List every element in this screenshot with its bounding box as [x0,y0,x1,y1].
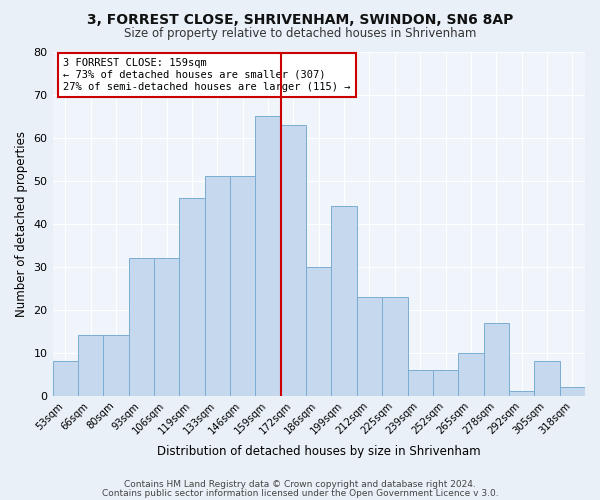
Bar [509,392,534,396]
Bar [331,206,357,396]
Bar [458,352,484,396]
Bar [484,322,509,396]
Text: Contains HM Land Registry data © Crown copyright and database right 2024.: Contains HM Land Registry data © Crown c… [124,480,476,489]
Text: Size of property relative to detached houses in Shrivenham: Size of property relative to detached ho… [124,28,476,40]
Text: 3 FORREST CLOSE: 159sqm
← 73% of detached houses are smaller (307)
27% of semi-d: 3 FORREST CLOSE: 159sqm ← 73% of detache… [63,58,350,92]
Bar [357,296,382,396]
Bar [78,336,103,396]
Bar [230,176,256,396]
Bar [205,176,230,396]
Bar [128,258,154,396]
Bar [407,370,433,396]
Y-axis label: Number of detached properties: Number of detached properties [15,130,28,316]
Bar [179,198,205,396]
Bar [103,336,128,396]
Bar [53,362,78,396]
Bar [306,266,331,396]
Bar [534,362,560,396]
X-axis label: Distribution of detached houses by size in Shrivenham: Distribution of detached houses by size … [157,444,481,458]
Bar [281,124,306,396]
Text: 3, FORREST CLOSE, SHRIVENHAM, SWINDON, SN6 8AP: 3, FORREST CLOSE, SHRIVENHAM, SWINDON, S… [87,12,513,26]
Bar [382,296,407,396]
Text: Contains public sector information licensed under the Open Government Licence v : Contains public sector information licen… [101,489,499,498]
Bar [560,387,585,396]
Bar [256,116,281,396]
Bar [433,370,458,396]
Bar [154,258,179,396]
